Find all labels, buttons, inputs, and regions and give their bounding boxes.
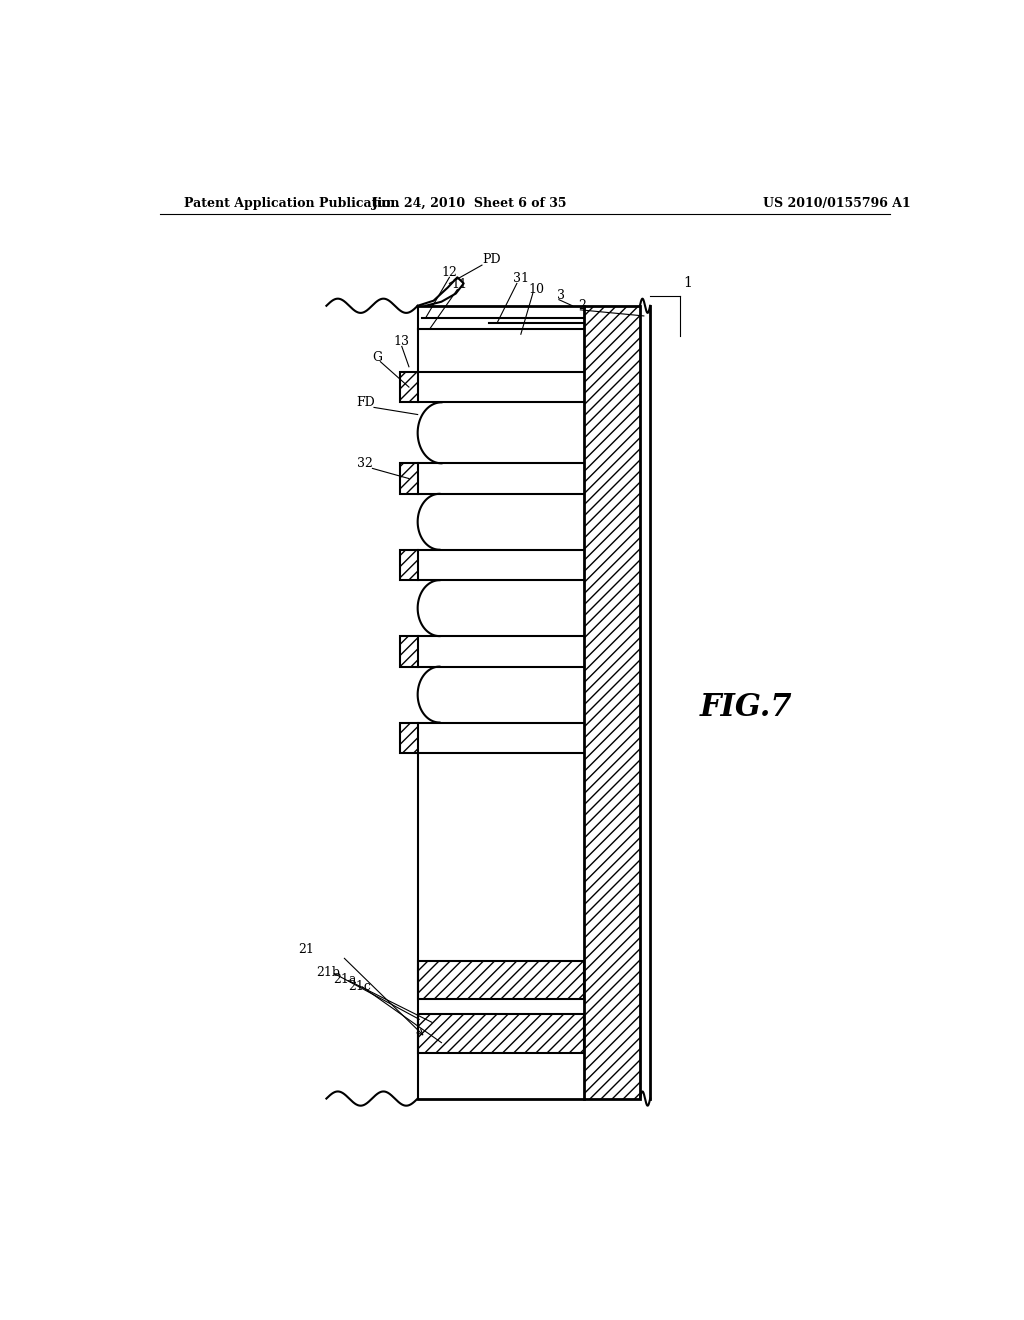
Bar <box>400 372 418 403</box>
Text: 31: 31 <box>513 272 528 285</box>
Text: FIG.7: FIG.7 <box>699 692 792 723</box>
Text: 32: 32 <box>356 458 373 470</box>
Text: 2: 2 <box>578 298 586 312</box>
Text: 21c: 21c <box>348 979 372 993</box>
Text: Patent Application Publication: Patent Application Publication <box>183 197 399 210</box>
Text: US 2010/0155796 A1: US 2010/0155796 A1 <box>763 197 910 210</box>
Text: PD: PD <box>482 253 501 267</box>
Bar <box>585 306 640 1098</box>
Text: 1: 1 <box>684 276 692 290</box>
Bar <box>418 961 585 999</box>
Text: 12: 12 <box>441 267 458 280</box>
Bar <box>400 722 418 752</box>
Bar <box>400 463 418 494</box>
Text: 21: 21 <box>299 944 314 956</box>
Text: FD: FD <box>356 396 376 409</box>
Text: G: G <box>373 351 382 364</box>
Bar <box>400 549 418 581</box>
Text: 13: 13 <box>394 335 410 348</box>
Bar <box>418 1014 585 1053</box>
Text: 3: 3 <box>557 289 564 302</box>
Text: 21b: 21b <box>316 966 340 978</box>
Text: Jun. 24, 2010  Sheet 6 of 35: Jun. 24, 2010 Sheet 6 of 35 <box>372 197 567 210</box>
Text: 10: 10 <box>528 282 545 296</box>
Text: 11: 11 <box>452 279 468 292</box>
Text: 21a: 21a <box>333 973 356 986</box>
Bar <box>400 636 418 667</box>
